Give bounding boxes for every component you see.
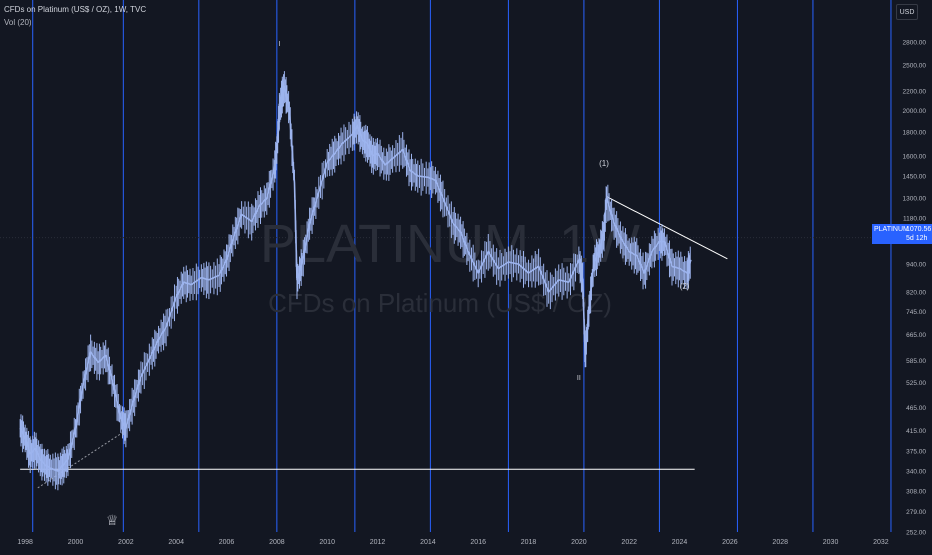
x-tick-label: 2020 [571, 539, 587, 546]
x-tick-label: 2018 [521, 539, 537, 546]
y-tick-label: 1600.00 [903, 153, 927, 160]
x-tick-label: 2028 [772, 539, 788, 546]
y-tick-label: 308.00 [906, 489, 926, 496]
y-tick-label: 1800.00 [903, 129, 927, 136]
x-tick-label: 2006 [219, 539, 235, 546]
legend-volume[interactable]: Vol (20) [4, 18, 32, 27]
y-tick-label: 279.00 [906, 509, 926, 516]
x-tick-label: 2030 [823, 539, 839, 546]
y-tick-label: 465.00 [906, 405, 926, 412]
y-tick-label: 1180.00 [903, 215, 926, 222]
x-tick-label: 2016 [470, 539, 486, 546]
y-tick-label: 940.00 [906, 262, 926, 269]
price-tag-value: 1070.56 [906, 226, 932, 233]
y-tick-label: 1300.00 [903, 196, 927, 203]
tradingview-logo-icon[interactable]: ♕ [106, 512, 119, 528]
y-tick-label: 252.00 [906, 530, 926, 537]
x-tick-label: 1998 [17, 539, 33, 546]
y-tick-label: 415.00 [906, 428, 926, 435]
wave-marker-top: I [278, 41, 280, 48]
y-tick-label: 525.00 [906, 380, 926, 387]
resistance-line [606, 196, 728, 260]
price-tag-symbol: PLATINUM [874, 226, 909, 233]
y-tick-label: 1450.00 [903, 173, 927, 180]
x-tick-label: 2032 [873, 539, 889, 546]
price-axis-bg [896, 0, 932, 550]
wave-marker-low: II [577, 375, 581, 382]
x-tick-label: 2000 [68, 539, 84, 546]
price-axis: 2800.00 2500.00 2200.00 2000.00 1800.00 1600.… [896, 0, 932, 550]
x-tick-label: 2004 [168, 539, 184, 546]
price-tag-countdown: 5d 12h [906, 235, 928, 242]
x-tick-label: 2008 [269, 539, 285, 546]
y-tick-label: 2500.00 [903, 63, 927, 70]
wave-1-label: (1) [599, 159, 609, 168]
price-series [19, 71, 692, 491]
wave-2-label: (2) [680, 282, 690, 291]
y-tick-label: 375.00 [906, 449, 926, 456]
currency-button[interactable]: USD [896, 4, 918, 20]
y-tick-label: 2800.00 [903, 40, 927, 47]
x-tick-label: 2024 [672, 539, 688, 546]
y-tick-label: 665.00 [906, 332, 926, 339]
x-tick-label: 2010 [319, 539, 335, 546]
time-axis-bg [0, 532, 932, 550]
x-tick-label: 2002 [118, 539, 134, 546]
y-tick-label: 340.00 [906, 469, 926, 476]
x-tick-label: 2014 [420, 539, 436, 546]
y-tick-label: 2200.00 [903, 89, 927, 96]
legend-title[interactable]: CFDs on Platinum (US$ / OZ), 1W, TVC [4, 5, 147, 14]
watermark-description: CFDs on Platinum (US$ / OZ) [268, 288, 612, 318]
x-tick-label: 2022 [621, 539, 637, 546]
diagonal-line [37, 430, 127, 489]
annotations: (1)(2)III [278, 41, 689, 382]
x-tick-label: 2012 [370, 539, 386, 546]
y-tick-label: 2000.00 [903, 108, 927, 115]
time-axis: 1998 2000 2002 2004 2006 2008 2010 2012 2014 2016… [0, 532, 932, 550]
y-tick-label: 745.00 [906, 309, 926, 316]
y-tick-label: 820.00 [906, 289, 926, 296]
last-price-tag: PLATINUM 1070.56 5d 12h [872, 224, 932, 244]
x-tick-label: 2026 [722, 539, 738, 546]
y-tick-label: 585.00 [906, 358, 926, 365]
vertical-cycle-lines [0, 0, 896, 532]
